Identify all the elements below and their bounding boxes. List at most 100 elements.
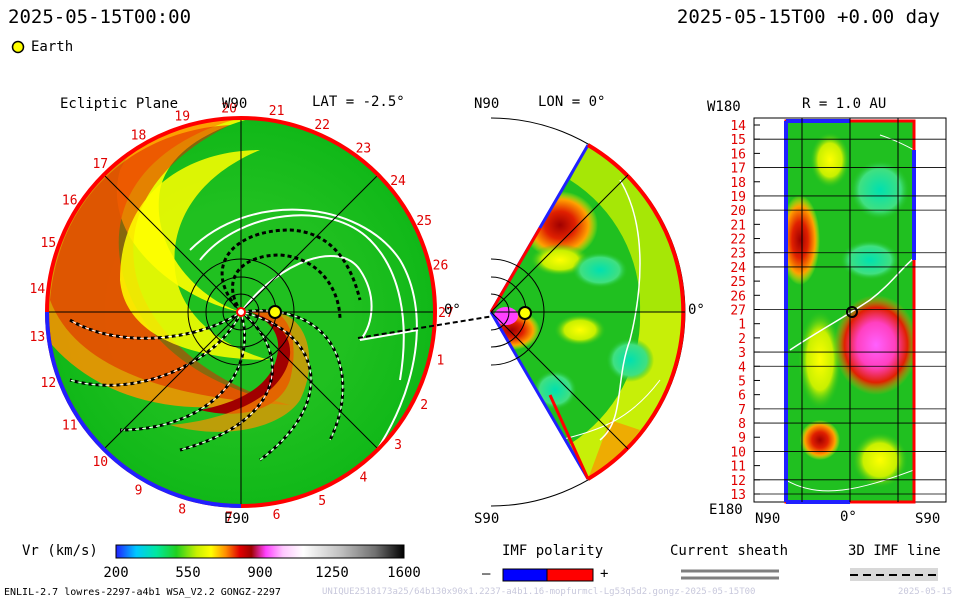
imf-minus-label: –	[482, 566, 491, 582]
synoptic-tick-label: 16	[730, 147, 746, 162]
ecliptic-tick-label: 21	[269, 104, 285, 119]
ecliptic-tick-label: 17	[92, 157, 108, 172]
ecliptic-bottom-label: E90	[224, 511, 250, 527]
synoptic-tick-label: 27	[730, 304, 746, 319]
synoptic-tick-label: 9	[738, 431, 746, 446]
synoptic-tick-label: 21	[730, 218, 746, 233]
synoptic-tick-label: 8	[738, 417, 746, 432]
ecliptic-tick-label: 19	[174, 110, 190, 125]
ecliptic-right-label: 0°	[444, 302, 461, 318]
synoptic-bottom-left: E180	[709, 502, 743, 518]
ecliptic-tick-label: 24	[390, 174, 406, 189]
synoptic-tick-n90: N90	[755, 511, 781, 527]
synoptic-tick-label: 23	[730, 247, 746, 262]
ecliptic-tick-label: 6	[273, 508, 281, 523]
earth-marker-meridional	[518, 306, 532, 320]
footer-run-id: UNIQUE2518173a25/64b130x90x1.2237-a4b1.1…	[322, 587, 756, 597]
imf-line-title: 3D IMF line	[848, 543, 941, 559]
synoptic-tick-label: 5	[738, 374, 746, 389]
synoptic-cme	[834, 295, 914, 395]
header-time-right: 2025-05-15T00 +0.00 day	[676, 6, 940, 28]
header-time-left: 2025-05-15T00:00	[8, 6, 192, 28]
synoptic-grid	[754, 138, 946, 495]
colorbar-tick-label: 1600	[387, 565, 421, 581]
synoptic-tick-label: 17	[730, 162, 746, 177]
synoptic-tick-label: 20	[730, 204, 746, 219]
imf-positive-swatch	[546, 568, 594, 582]
ecliptic-tick-label: 12	[41, 376, 57, 391]
meridional-lon-label: LON = 0°	[538, 94, 606, 110]
synoptic-tick-label: 10	[730, 445, 746, 460]
synoptic-tick-label: 24	[730, 261, 746, 276]
meridional-bottom-label: S90	[474, 511, 500, 527]
synoptic-tick-label: 2	[738, 332, 746, 347]
synoptic-tick-label: 25	[730, 275, 746, 290]
synoptic-tick-zero: 0°	[840, 509, 857, 525]
ecliptic-tick-label: 8	[178, 502, 186, 517]
ecliptic-tick-label: 16	[62, 193, 78, 208]
synoptic-r-label: R = 1.0 AU	[802, 96, 887, 112]
ecliptic-title: Ecliptic Plane	[60, 96, 179, 112]
colorbar-tick-label: 200	[103, 565, 128, 581]
sun-marker	[236, 307, 246, 317]
ecliptic-tick-label: 27	[438, 306, 454, 321]
synoptic-tick-label: 13	[730, 488, 746, 503]
synoptic-tick-label: 4	[738, 360, 746, 375]
ecliptic-tick-label: 26	[433, 259, 449, 274]
earth-marker-ecliptic	[268, 305, 282, 319]
colorbar-label: Vr (km/s)	[22, 543, 98, 559]
imf-plus-label: +	[600, 566, 609, 582]
meridional-right-label: 0°	[688, 302, 705, 318]
current-sheath-swatch	[681, 568, 779, 581]
ecliptic-tick-label: 15	[41, 236, 57, 251]
velocity-colorbar	[115, 544, 405, 559]
synoptic-tick-label: 19	[730, 190, 746, 205]
footer-model: ENLIL-2.7 lowres-2297-a4b1 WSA_V2.2 GONG…	[4, 587, 281, 598]
current-sheath	[189, 208, 419, 461]
ecliptic-tick-label: 5	[318, 494, 326, 509]
imf-negative-swatch	[502, 568, 548, 582]
ecliptic-lat-label: LAT = -2.5°	[312, 94, 405, 110]
synoptic-tick-label: 18	[730, 176, 746, 191]
synoptic-day-ticks: 1415161718192021222324252627123456789101…	[730, 119, 760, 503]
ecliptic-tick-label: 11	[62, 419, 78, 434]
meridional-top-label: N90	[474, 96, 500, 112]
synoptic-tick-label: 26	[730, 289, 746, 304]
synoptic-tick-label: 14	[730, 119, 746, 134]
ecliptic-tick-label: 4	[360, 470, 368, 485]
ecliptic-tick-label: 18	[131, 128, 147, 143]
synoptic-tick-label: 1	[738, 318, 746, 333]
ecliptic-tick-label: 10	[92, 455, 108, 470]
synoptic-tick-label: 7	[738, 403, 746, 418]
ecliptic-tick-label: 3	[394, 438, 402, 453]
spiral-arm-yellow	[120, 150, 270, 360]
ecliptic-tick-label: 25	[416, 214, 432, 229]
ecliptic-tick-label: 23	[356, 142, 372, 157]
synoptic-tick-label: 22	[730, 233, 746, 248]
imf-line-swatch	[850, 568, 938, 581]
ecliptic-top-label: W90	[222, 96, 248, 112]
synoptic-tick-label: 3	[738, 346, 746, 361]
ecliptic-tick-label: 13	[30, 330, 46, 345]
meridional-edge-south	[489, 311, 590, 480]
footer-date-tail: 2025-05-15	[898, 587, 953, 597]
synoptic-tick-label: 6	[738, 389, 746, 404]
ecliptic-tick-label: 1	[437, 353, 445, 368]
ecliptic-tick-label: 22	[314, 118, 330, 133]
synoptic-top-left: W180	[707, 99, 741, 115]
synoptic-tick-s90: S90	[915, 511, 941, 527]
colorbar-tick-label: 1250	[315, 565, 349, 581]
colorbar-tick-label: 550	[175, 565, 200, 581]
ecliptic-tick-label: 14	[30, 282, 46, 297]
synoptic-tick-label: 11	[730, 460, 746, 475]
polarity-rim-negative	[45, 311, 242, 508]
ecliptic-tick-label: 9	[135, 484, 143, 499]
synoptic-tick-label: 15	[730, 133, 746, 148]
earth-legend-label: Earth	[31, 39, 74, 55]
ecliptic-tick-label: 20	[221, 101, 237, 116]
synoptic-panel: 1415161718192021222324252627123456789101…	[730, 117, 947, 504]
earth-marker-synoptic	[846, 306, 858, 318]
meridional-plane-panel	[489, 117, 686, 507]
